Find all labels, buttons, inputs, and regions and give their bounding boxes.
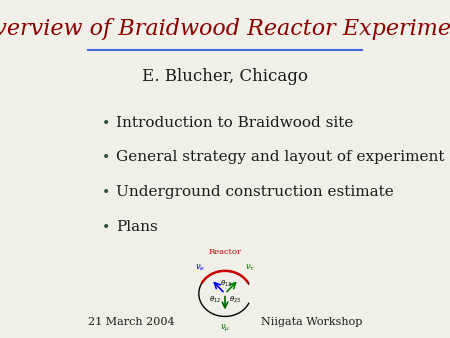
Text: •: •: [102, 185, 110, 199]
Text: Overview of Braidwood Reactor Experiment: Overview of Braidwood Reactor Experiment: [0, 18, 450, 40]
Text: •: •: [102, 220, 110, 234]
Text: 21 March 2004: 21 March 2004: [88, 317, 175, 327]
Text: Niigata Workshop: Niigata Workshop: [261, 317, 362, 327]
Text: •: •: [102, 150, 110, 165]
Text: General strategy and layout of experiment: General strategy and layout of experimen…: [117, 150, 445, 165]
Text: Plans: Plans: [117, 220, 158, 234]
Text: $\nu_\tau$: $\nu_\tau$: [245, 263, 255, 273]
Text: Underground construction estimate: Underground construction estimate: [117, 185, 394, 199]
Text: $\nu_e$: $\nu_e$: [195, 263, 205, 273]
Text: $\theta_{23}$: $\theta_{23}$: [229, 294, 241, 305]
Text: Introduction to Braidwood site: Introduction to Braidwood site: [117, 116, 354, 129]
Text: $\theta_{13}$: $\theta_{13}$: [220, 279, 232, 289]
Text: E. Blucher, Chicago: E. Blucher, Chicago: [142, 68, 308, 85]
Text: Reactor: Reactor: [208, 248, 242, 256]
Text: $\nu_\mu$: $\nu_\mu$: [220, 323, 230, 334]
Text: •: •: [102, 116, 110, 129]
Text: $\theta_{12}$: $\theta_{12}$: [209, 294, 221, 305]
